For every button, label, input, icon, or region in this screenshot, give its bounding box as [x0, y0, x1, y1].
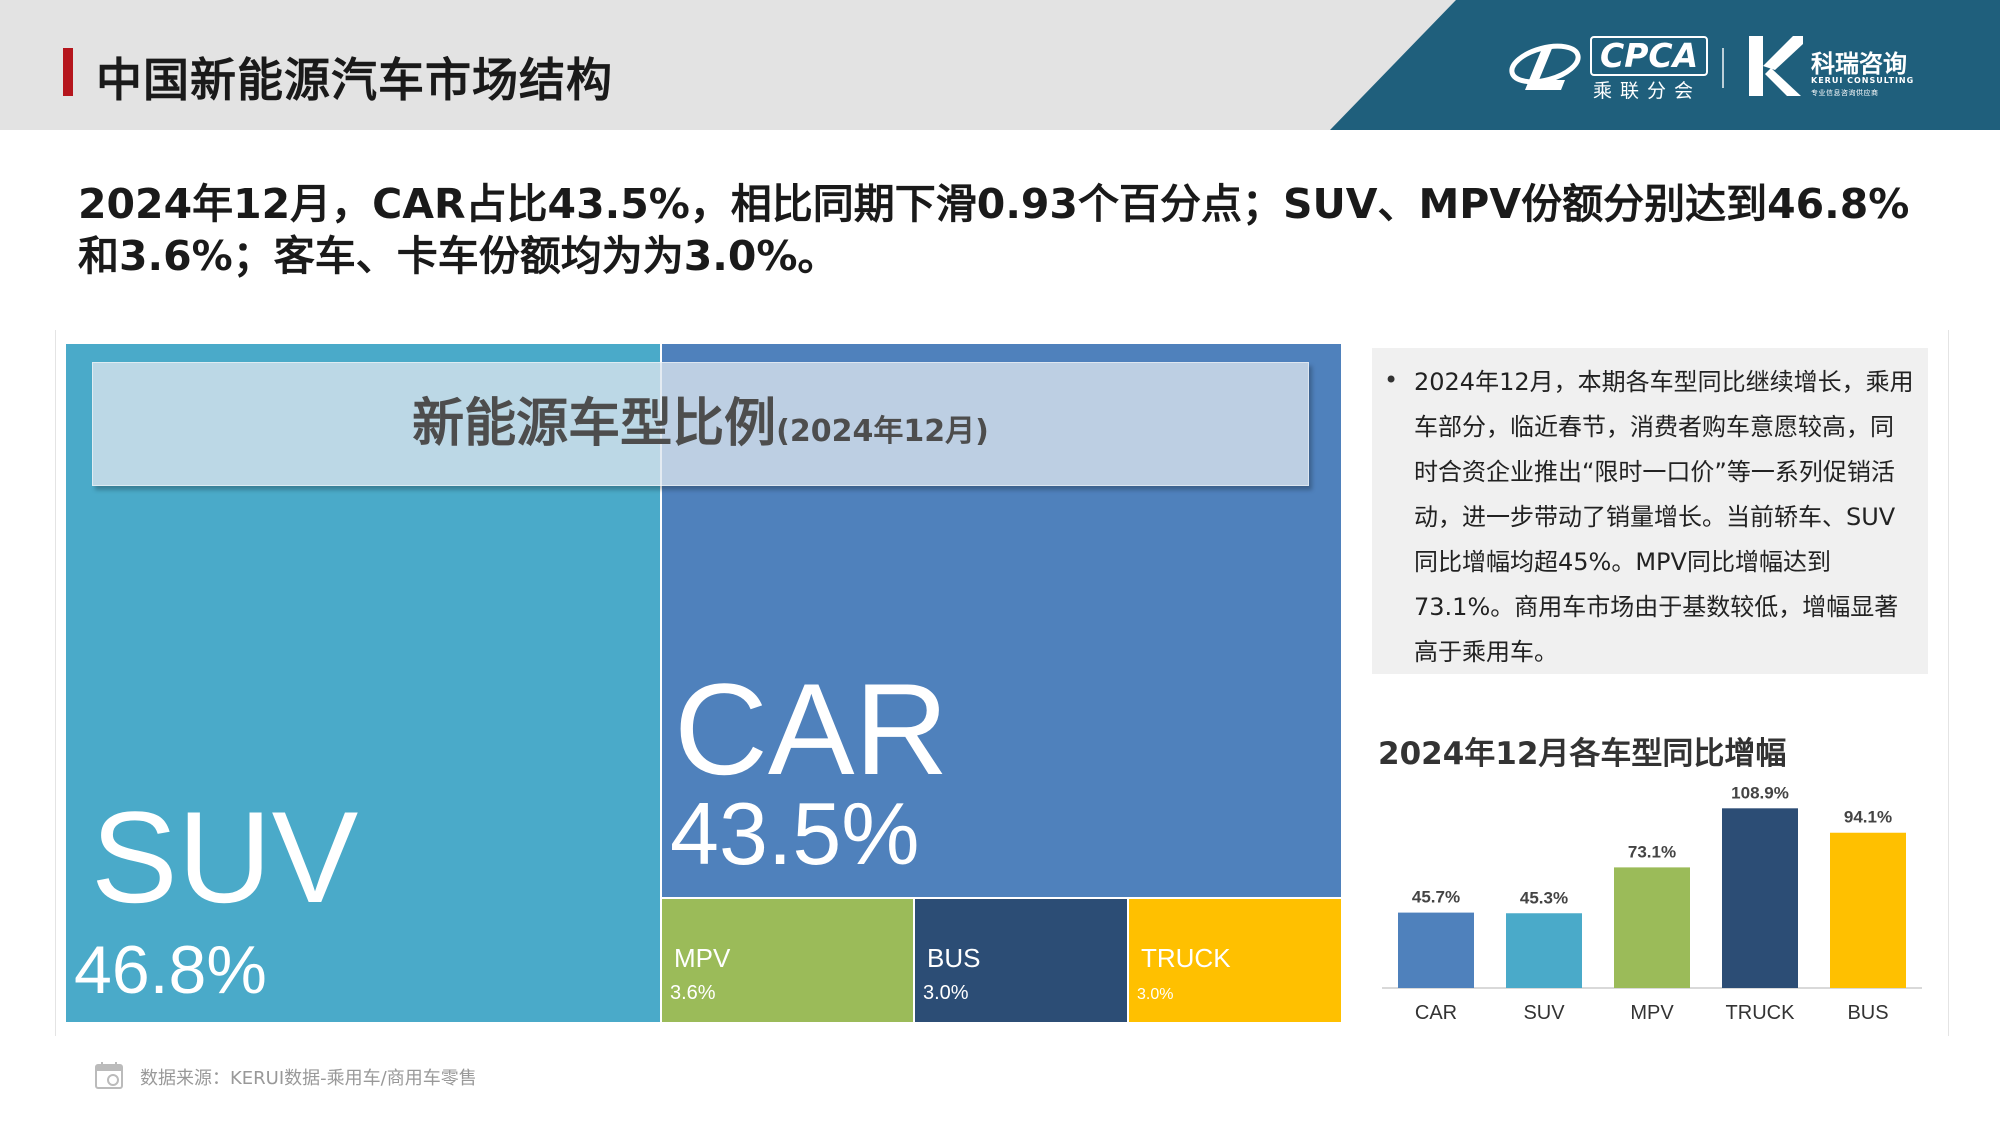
commentary-text: 2024年12月，本期各车型同比继续增长，乘用车部分，临近春节，消费者购车意愿较…: [1414, 368, 1914, 666]
page-title: 中国新能源汽车市场结构: [96, 53, 613, 107]
commentary-bullet: •: [1384, 366, 1399, 394]
kerui-logo: 科瑞咨询 KERUI CONSULTING 专业信息咨询供应商: [1745, 34, 1915, 100]
headline-summary: 2024年12月，CAR占比43.5%，相比同期下滑0.93个百分点；SUV、M…: [78, 180, 1910, 280]
kerui-k-icon: [1749, 36, 1803, 96]
bar-chart: 45.7% CAR 45.3% SUV 73.1% MPV 108.9% TRUCK 94.1%…: [1382, 783, 1922, 1024]
bar-value-label-suv: 45.3%: [1520, 888, 1568, 907]
tile-label-truck: TRUCK: [1141, 943, 1231, 973]
bar-category-label-bus: BUS: [1847, 1002, 1888, 1024]
tile-label-mpv: MPV: [674, 943, 731, 973]
bar-car: [1398, 912, 1474, 988]
tile-label-car: CAR: [674, 656, 949, 802]
kerui-logo-en: KERUI CONSULTING: [1811, 76, 1915, 85]
tile-value-car: 43.5%: [670, 784, 920, 883]
bar-category-label-car: CAR: [1415, 1002, 1457, 1024]
tile-label-suv: SUV: [91, 784, 359, 930]
calendar-icon: [95, 1062, 123, 1089]
bar-mpv: [1614, 867, 1690, 988]
bar-category-label-mpv: MPV: [1630, 1002, 1674, 1024]
treemap-tile-mpv: MPV 3.6%: [662, 899, 915, 1022]
bar-value-label-bus: 94.1%: [1844, 808, 1892, 827]
treemap-title-box: 新能源车型比例(2024年12月): [92, 362, 1309, 486]
bar-chart-title: 2024年12月各车型同比增幅: [1378, 736, 1787, 772]
tile-value-truck: 3.0%: [1137, 986, 1174, 1003]
bar-value-label-car: 45.7%: [1412, 888, 1460, 907]
treemap-tile-bus: BUS 3.0%: [915, 899, 1129, 1022]
bar-category-label-truck: TRUCK: [1726, 1002, 1796, 1024]
bar-suv: [1506, 913, 1582, 988]
cpca-logo-text: CPCA: [1590, 36, 1709, 76]
data-source-note: 数据来源：KERUI数据-乘用车/商用车零售: [140, 1068, 477, 1089]
treemap-subtitle: (2024年12月): [776, 414, 989, 449]
logo-divider: [1722, 48, 1724, 88]
tile-value-mpv: 3.6%: [670, 982, 716, 1004]
kerui-logo-sub: 专业信息咨询供应商: [1811, 89, 1879, 97]
tile-label-bus: BUS: [927, 943, 981, 973]
chart-frame: [55, 330, 1949, 1036]
header-accent-mark: [63, 48, 73, 96]
kerui-logo-cn: 科瑞咨询: [1811, 50, 1907, 78]
bar-value-label-truck: 108.9%: [1731, 783, 1789, 802]
treemap-tile-truck: TRUCK 3.0%: [1129, 899, 1341, 1022]
bar-bus: [1830, 832, 1906, 988]
tile-value-suv: 46.8%: [74, 932, 267, 1008]
cpca-swoosh-icon: [1509, 43, 1581, 90]
bar-truck: [1722, 808, 1798, 988]
commentary-box: • 2024年12月，本期各车型同比继续增长，乘用车部分，临近春节，消费者购车意…: [1372, 348, 1928, 674]
cpca-logo-subtext: 乘联分会: [1593, 80, 1702, 102]
header-logo-band: [1330, 0, 2000, 130]
bar-category-label-suv: SUV: [1523, 1002, 1565, 1024]
tile-value-bus: 3.0%: [923, 982, 969, 1004]
cpca-logo: CPCA 乘联分会: [1505, 34, 1709, 102]
treemap-title: 新能源车型比例: [412, 394, 777, 454]
bar-value-label-mpv: 73.1%: [1628, 842, 1676, 861]
